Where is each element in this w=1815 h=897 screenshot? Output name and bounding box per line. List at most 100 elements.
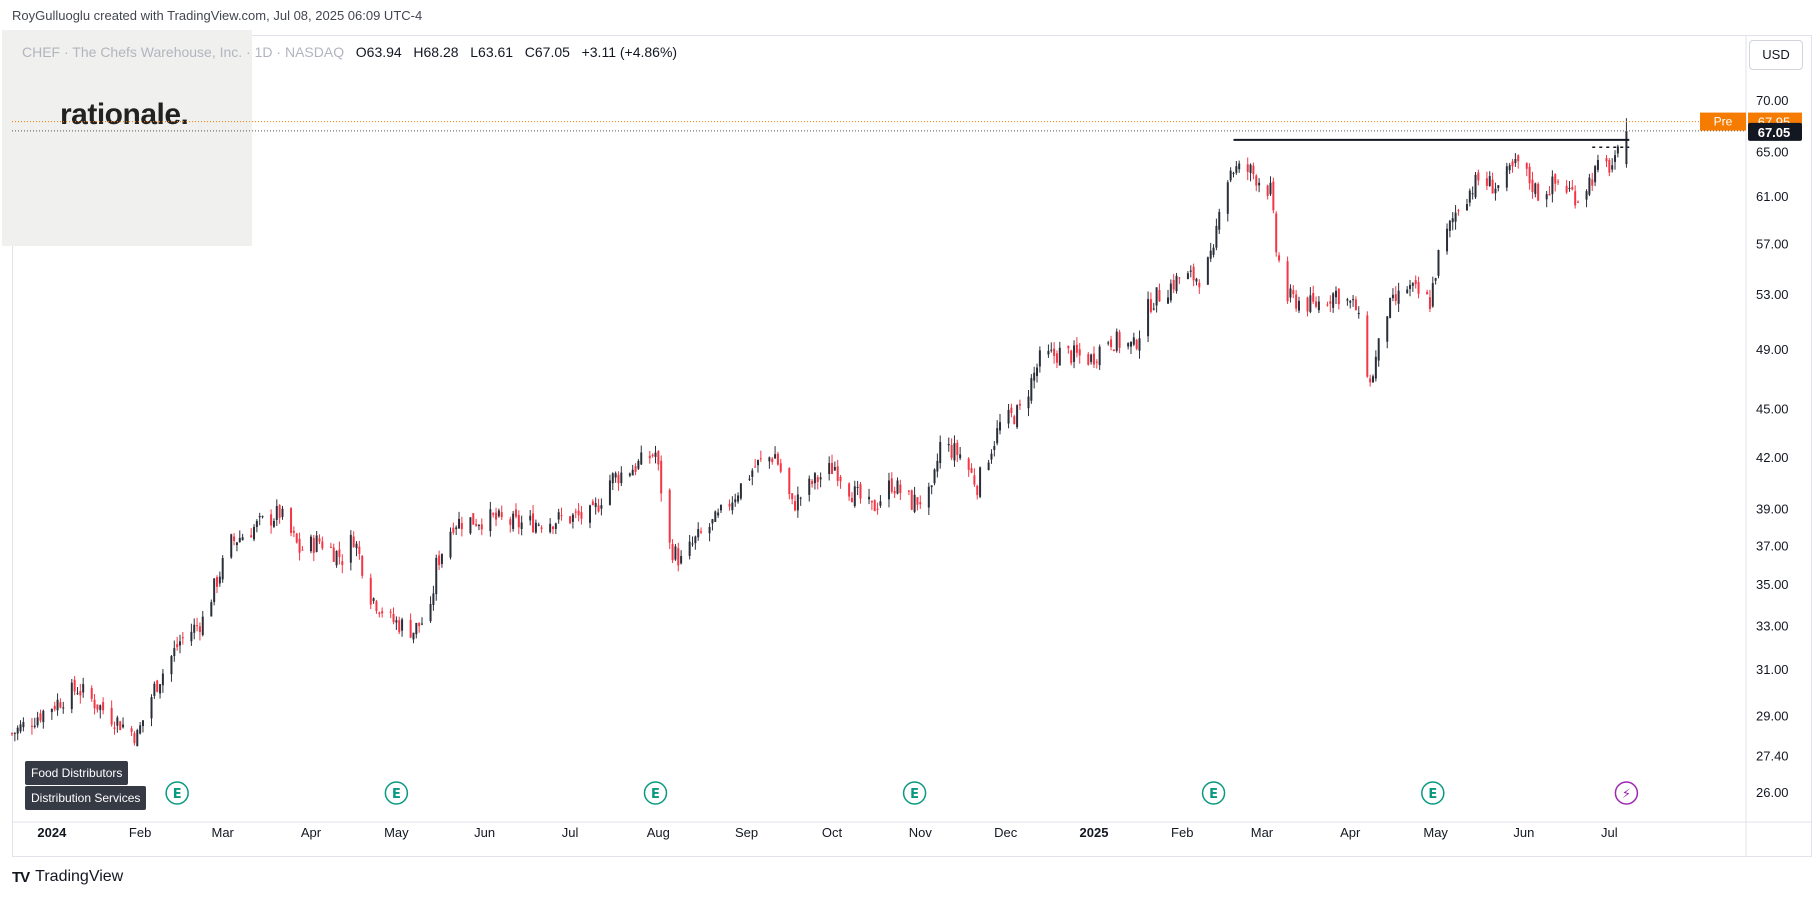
candle-body (90, 688, 93, 699)
candle-body (1295, 294, 1298, 309)
event-marker-label: E (392, 787, 401, 802)
candle-body (1158, 290, 1161, 302)
candle-body (62, 707, 65, 709)
low-value: 63.61 (478, 44, 514, 60)
candle-body (1374, 356, 1377, 379)
candle-body (868, 496, 871, 500)
candle-body (936, 460, 939, 472)
candle-body (1428, 297, 1431, 309)
candle-body (1577, 201, 1580, 203)
sector-tag-distribution-services[interactable]: Distribution Services (25, 786, 147, 810)
candle-body (389, 611, 392, 613)
candle-body (899, 484, 902, 494)
sector-tag-food-distributors[interactable]: Food Distributors (25, 761, 129, 785)
earnings-icon[interactable]: E (165, 781, 189, 805)
candle-body (50, 708, 53, 713)
candle-body (1389, 297, 1392, 318)
candle-body (1485, 178, 1488, 186)
candle-body (335, 550, 338, 566)
candle-body (1616, 146, 1619, 154)
candle-body (987, 462, 990, 470)
candle-body (1238, 163, 1241, 170)
candle-body (1189, 270, 1192, 272)
candle-body (870, 500, 873, 503)
candle-body (549, 523, 552, 533)
y-tick-label: 53.00 (1756, 287, 1789, 302)
y-tick-label: 33.00 (1756, 618, 1789, 633)
candle-body (272, 520, 275, 527)
candle-body (338, 549, 341, 558)
candle-body (432, 593, 435, 605)
close-label: C (524, 44, 535, 60)
candle-body (717, 512, 720, 516)
dividend-icon[interactable]: ⚡ (1614, 781, 1639, 805)
x-tick-label: Apr (1340, 825, 1361, 840)
candle-body (554, 523, 557, 530)
earnings-icon[interactable]: E (384, 781, 409, 805)
candle-body (648, 455, 651, 459)
candle-body (833, 467, 836, 471)
candle-body (70, 682, 73, 710)
candle-body (1198, 282, 1201, 288)
candle-body (315, 535, 318, 552)
candle-body (839, 476, 842, 482)
y-tick-label: 39.00 (1756, 502, 1789, 517)
candle-body (1135, 339, 1138, 349)
symbol-info[interactable]: CHEF · The Chefs Warehouse, Inc. · 1D · … (22, 44, 345, 60)
candle-body (580, 512, 583, 519)
symbol-legend[interactable]: CHEF · The Chefs Warehouse, Inc. · 1D · … (22, 44, 677, 60)
candle-body (634, 466, 637, 472)
candle-body (913, 494, 916, 512)
candle-body (560, 515, 563, 517)
candle-body (600, 505, 603, 509)
earnings-icon[interactable]: E (902, 781, 927, 805)
candle-body (999, 422, 1002, 431)
candle-body (139, 725, 142, 734)
candle-body (1514, 159, 1517, 164)
candle-body (13, 732, 16, 734)
candle-body (1414, 280, 1417, 285)
candle-body (756, 460, 759, 466)
candle-body (1349, 300, 1352, 303)
candle-body (956, 442, 959, 456)
candle-body (628, 473, 631, 476)
candle-body (159, 684, 162, 694)
event-marker-circle (902, 781, 927, 805)
candle-body (631, 469, 634, 476)
earnings-icon[interactable]: E (1201, 781, 1226, 805)
candle-body (828, 463, 831, 474)
candle-body (694, 536, 697, 544)
earnings-icon[interactable]: E (1421, 781, 1445, 805)
candle-body (1517, 155, 1520, 162)
candle-body (876, 508, 879, 510)
candle-body (1152, 308, 1155, 310)
candle-body (309, 536, 312, 552)
candle-body (1625, 130, 1628, 165)
candle-body (1169, 283, 1172, 301)
currency-button[interactable]: USD (1749, 40, 1803, 70)
candle-body (421, 623, 424, 625)
y-tick-label: 37.00 (1756, 538, 1789, 553)
candle-body (534, 522, 537, 533)
candle-body (415, 623, 418, 635)
candle-body (1426, 291, 1429, 295)
candle-body (589, 505, 591, 523)
candle-body (668, 489, 671, 543)
earnings-icon[interactable]: E (643, 781, 668, 805)
candle-body (1477, 172, 1480, 181)
tradingview-brand[interactable]: TV TradingView (12, 868, 123, 886)
candle-body (1132, 337, 1135, 345)
event-marker-label: ⚡ (1622, 787, 1631, 802)
candle-body (728, 504, 731, 507)
chart-frame (12, 35, 1812, 857)
candle-body (680, 555, 683, 564)
event-marker-circle (1614, 781, 1639, 805)
candle-body (1551, 176, 1554, 195)
candle-body (1377, 338, 1380, 361)
candle-body (896, 480, 899, 494)
candle-body (859, 484, 862, 499)
candle-body (449, 531, 452, 558)
candle-body (514, 509, 517, 517)
candle-body (1030, 378, 1033, 401)
